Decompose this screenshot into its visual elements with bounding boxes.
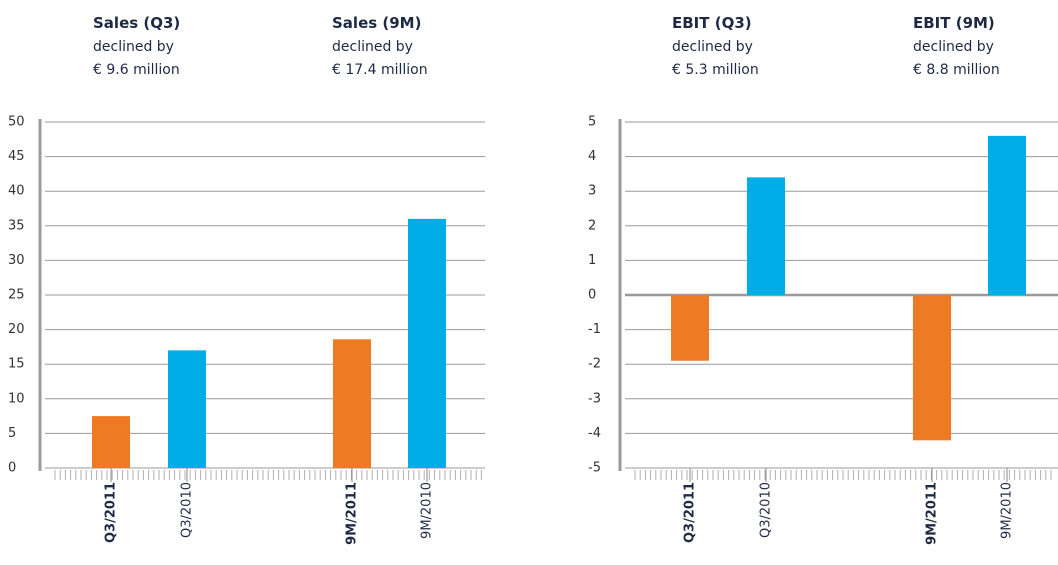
x-tick-label: 9M/2011 <box>345 482 360 545</box>
headline-line: € 5.3 million <box>672 62 759 78</box>
y-tick-label: -5 <box>588 461 601 476</box>
y-tick-label: 0 <box>8 461 16 476</box>
headline-title: Sales (Q3) <box>93 14 180 32</box>
x-tick-label: Q3/2010 <box>759 482 774 538</box>
y-tick-label: 20 <box>8 322 25 337</box>
x-tick-label: Q3/2011 <box>104 482 119 543</box>
headline-line: € 9.6 million <box>93 62 180 78</box>
headline-title: EBIT (Q3) <box>672 14 752 32</box>
headline-line: declined by <box>913 39 994 55</box>
bar <box>92 416 130 468</box>
headline-line: declined by <box>672 39 753 55</box>
y-tick-label: 40 <box>8 184 25 199</box>
bar <box>988 135 1026 295</box>
bar <box>168 350 206 468</box>
y-tick-label: 10 <box>8 391 25 406</box>
headline-line: € 17.4 million <box>332 62 428 78</box>
bar <box>913 295 951 441</box>
y-tick-label: 15 <box>8 357 25 372</box>
y-tick-label: 4 <box>588 149 596 164</box>
bar <box>671 295 709 361</box>
y-tick-label: 3 <box>588 184 596 199</box>
headline-line: declined by <box>93 39 174 55</box>
y-tick-label: 5 <box>8 426 16 441</box>
headline-title: EBIT (9M) <box>913 14 995 32</box>
x-tick-label: Q3/2010 <box>180 482 195 538</box>
y-tick-label: 25 <box>8 288 25 303</box>
headline-line: declined by <box>332 39 413 55</box>
y-tick-label: -4 <box>588 426 601 441</box>
y-tick-label: 5 <box>588 115 596 130</box>
y-tick-label: 35 <box>8 218 25 233</box>
x-tick-label: Q3/2011 <box>683 482 698 543</box>
y-tick-label: 0 <box>588 288 596 303</box>
y-tick-label: 1 <box>588 253 596 268</box>
y-tick-label: 45 <box>8 149 25 164</box>
bar <box>333 339 371 468</box>
y-tick-label: 2 <box>588 218 596 233</box>
x-tick-label: 9M/2010 <box>1000 482 1015 539</box>
y-tick-label: 30 <box>8 253 25 268</box>
y-tick-label: 50 <box>8 115 25 130</box>
y-tick-label: -1 <box>588 322 601 337</box>
x-tick-label: 9M/2011 <box>925 482 940 545</box>
headline-title: Sales (9M) <box>332 14 421 32</box>
headline-line: € 8.8 million <box>913 62 1000 78</box>
bar <box>747 177 785 295</box>
y-tick-label: -3 <box>588 391 601 406</box>
y-tick-label: -2 <box>588 357 601 372</box>
x-tick-label: 9M/2010 <box>420 482 435 539</box>
bar <box>408 218 446 468</box>
